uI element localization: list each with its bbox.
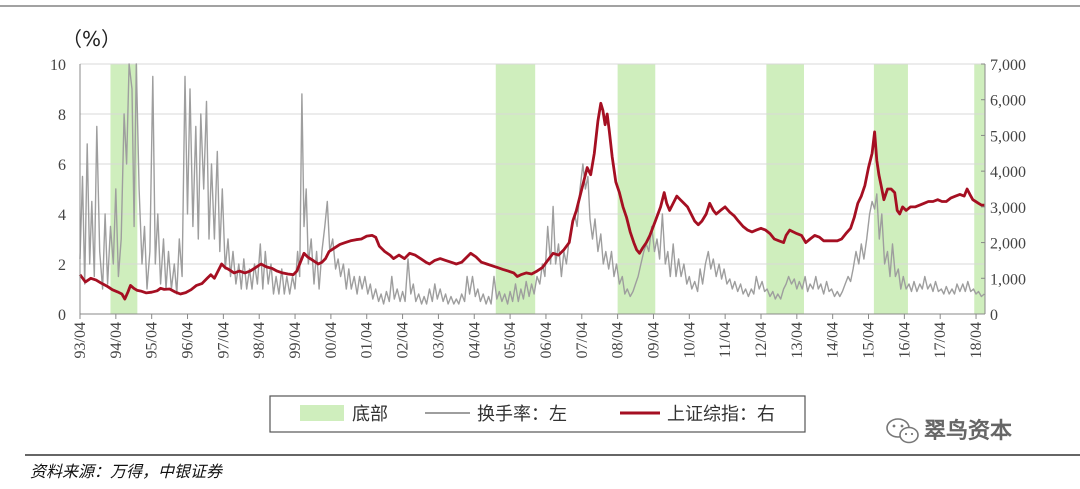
legend-label-sse: 上证综指：右 (667, 404, 775, 425)
gridlines (80, 63, 985, 265)
right-tick-label: 7,000 (990, 57, 1026, 74)
x-tick-label: 12/04 (753, 322, 770, 358)
left-tick-label: 6 (58, 157, 66, 174)
x-tick-label: 00/04 (323, 322, 340, 358)
left-tick-label: 10 (50, 57, 66, 74)
bottom-region-3 (766, 64, 804, 314)
legend-label-turnover: 换手率：左 (477, 404, 567, 425)
bottom-region-5 (974, 64, 985, 314)
legend: 底部 换手率：左 上证综指：右 (269, 395, 806, 433)
x-tick-label: 01/04 (359, 322, 376, 358)
x-tick-label: 08/04 (610, 322, 627, 358)
left-tick-label: 2 (58, 257, 66, 274)
x-tick-label: 97/04 (215, 322, 232, 358)
axes: 0 2 4 6 8 10 0 1,000 2,000 3,000 4,000 5,000 6,000 7,… (50, 57, 1026, 358)
x-tick-label: 95/04 (144, 322, 161, 358)
series-line-turnover (79, 63, 985, 305)
left-tick-label: 4 (58, 207, 66, 224)
x-tick-label: 96/04 (180, 322, 197, 358)
x-tick-label: 10/04 (681, 322, 698, 358)
x-tick-label: 98/04 (251, 322, 268, 358)
x-tick-label: 14/04 (825, 322, 842, 358)
x-tick-label: 05/04 (502, 322, 519, 358)
x-tick-label: 93/04 (72, 322, 89, 358)
right-tick-label: 4,000 (990, 164, 1026, 181)
series-line-sse-index (78, 101, 985, 301)
y-unit-label: （%） (62, 27, 121, 51)
right-tick-label: 2,000 (990, 236, 1026, 253)
bottom-regions (110, 64, 985, 314)
x-tick-label: 09/04 (645, 322, 662, 358)
series-lines (78, 63, 985, 305)
x-tick-label: 94/04 (108, 322, 125, 358)
x-tick-label: 13/04 (789, 322, 806, 358)
right-tick-label: 3,000 (990, 200, 1026, 217)
watermark: 翠鸟资本 (886, 418, 1012, 444)
x-tick-label: 17/04 (932, 322, 949, 358)
watermark-text: 翠鸟资本 (924, 418, 1012, 444)
x-tick-label: 11/04 (717, 322, 734, 358)
wechat-logo-icon (886, 418, 919, 444)
left-tick-label: 0 (58, 307, 66, 324)
x-tick-label: 06/04 (538, 322, 555, 358)
right-tick-label: 5,000 (990, 128, 1026, 145)
right-tick-label: 1,000 (990, 271, 1026, 288)
x-tick-label: 03/04 (430, 322, 447, 358)
x-tick-label: 18/04 (968, 322, 985, 358)
legend-box (269, 395, 806, 433)
x-tick-label: 99/04 (287, 322, 304, 358)
left-tick-label: 8 (58, 107, 66, 124)
right-tick-label: 0 (990, 307, 998, 324)
x-tick-label: 02/04 (395, 322, 412, 358)
legend-swatch-bottom (300, 405, 344, 421)
right-tick-label: 6,000 (990, 93, 1026, 110)
x-tick-label: 04/04 (466, 322, 483, 358)
legend-label-bottom: 底部 (352, 404, 388, 425)
x-tick-label: 15/04 (861, 322, 878, 358)
x-tick-label: 16/04 (896, 322, 913, 358)
source-note: 资料来源：万得，中银证券 (30, 462, 224, 481)
bottom-region-2 (617, 64, 656, 314)
x-tick-label: 07/04 (574, 322, 591, 358)
